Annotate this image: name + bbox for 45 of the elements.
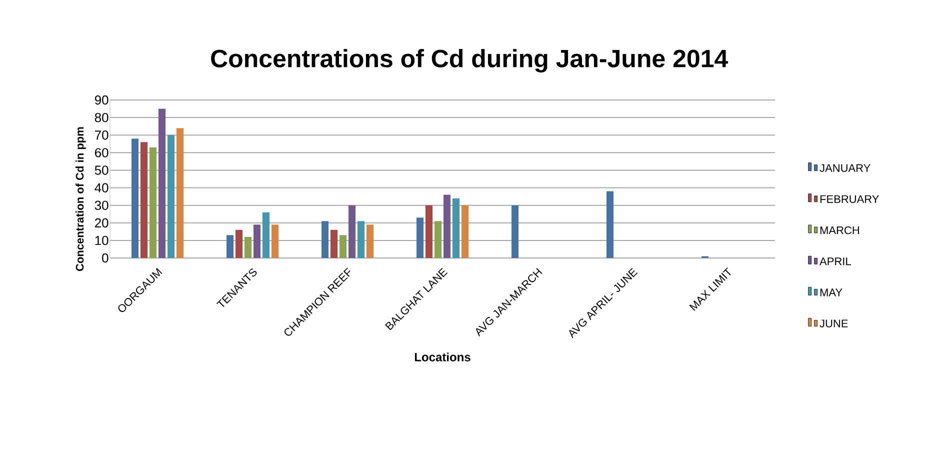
y-tick-label: 60 — [95, 148, 108, 158]
y-tick-label: 30 — [94, 200, 108, 210]
bar — [140, 142, 148, 258]
bar — [254, 224, 261, 258]
bar — [236, 230, 243, 258]
y-tick-label: 10 — [95, 236, 108, 246]
bar — [452, 198, 460, 258]
bar — [168, 135, 175, 258]
x-axis-title: Locations — [414, 352, 470, 362]
legend-label: APRIL — [820, 258, 851, 266]
bar — [416, 218, 424, 258]
legend-label: MARCH — [820, 226, 859, 234]
bar — [272, 224, 279, 258]
bar — [226, 235, 234, 258]
bar — [132, 138, 139, 258]
bar — [262, 212, 270, 258]
bar — [606, 191, 614, 258]
chart-title: Concentrations of Cd during Jan-June 2014 — [211, 49, 728, 72]
bar — [426, 205, 433, 258]
bar — [358, 221, 365, 258]
bar — [366, 224, 374, 258]
bar — [330, 230, 338, 258]
bar — [512, 205, 519, 258]
y-axis-title: Concentration of Cd in ppm — [76, 127, 86, 271]
bar — [158, 108, 166, 258]
legend-label: MAY — [820, 288, 842, 296]
y-tick-label: 20 — [95, 218, 108, 228]
y-tick-label: 0 — [102, 253, 108, 263]
bar — [462, 205, 469, 258]
legend-label: FEBRUARY — [820, 195, 879, 203]
bar — [434, 221, 442, 258]
bar — [322, 221, 329, 258]
legend-label: JANUARY — [820, 164, 870, 172]
y-tick-label: 50 — [94, 166, 108, 175]
bar — [244, 236, 252, 258]
y-tick-label: 80 — [94, 112, 108, 122]
legend-label: JUNE — [820, 320, 848, 328]
bar — [176, 128, 184, 258]
y-tick-label: 90 — [94, 95, 108, 105]
y-tick-label: 40 — [94, 183, 108, 192]
bar — [150, 147, 157, 258]
bar — [444, 194, 451, 258]
bar — [348, 205, 356, 258]
bar — [340, 235, 347, 258]
y-tick-label: 70 — [95, 130, 108, 140]
